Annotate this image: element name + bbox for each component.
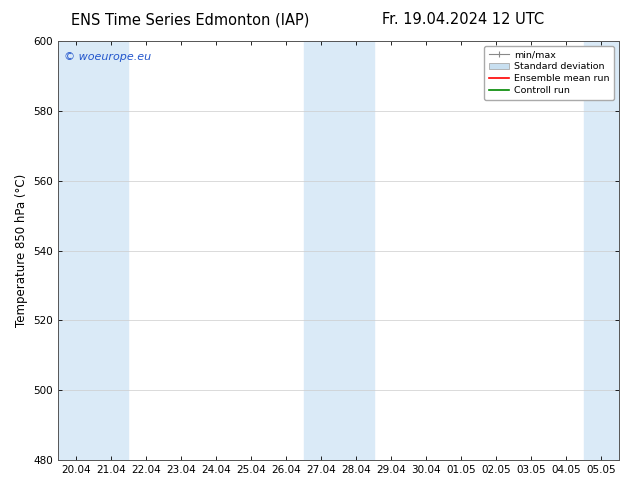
Bar <box>58 41 128 460</box>
Legend: min/max, Standard deviation, Ensemble mean run, Controll run: min/max, Standard deviation, Ensemble me… <box>484 46 614 100</box>
Bar <box>304 41 373 460</box>
Y-axis label: Temperature 850 hPa (°C): Temperature 850 hPa (°C) <box>15 174 28 327</box>
Bar <box>584 41 619 460</box>
Text: © woeurope.eu: © woeurope.eu <box>64 51 151 62</box>
Text: Fr. 19.04.2024 12 UTC: Fr. 19.04.2024 12 UTC <box>382 12 544 27</box>
Text: ENS Time Series Edmonton (IAP): ENS Time Series Edmonton (IAP) <box>71 12 309 27</box>
